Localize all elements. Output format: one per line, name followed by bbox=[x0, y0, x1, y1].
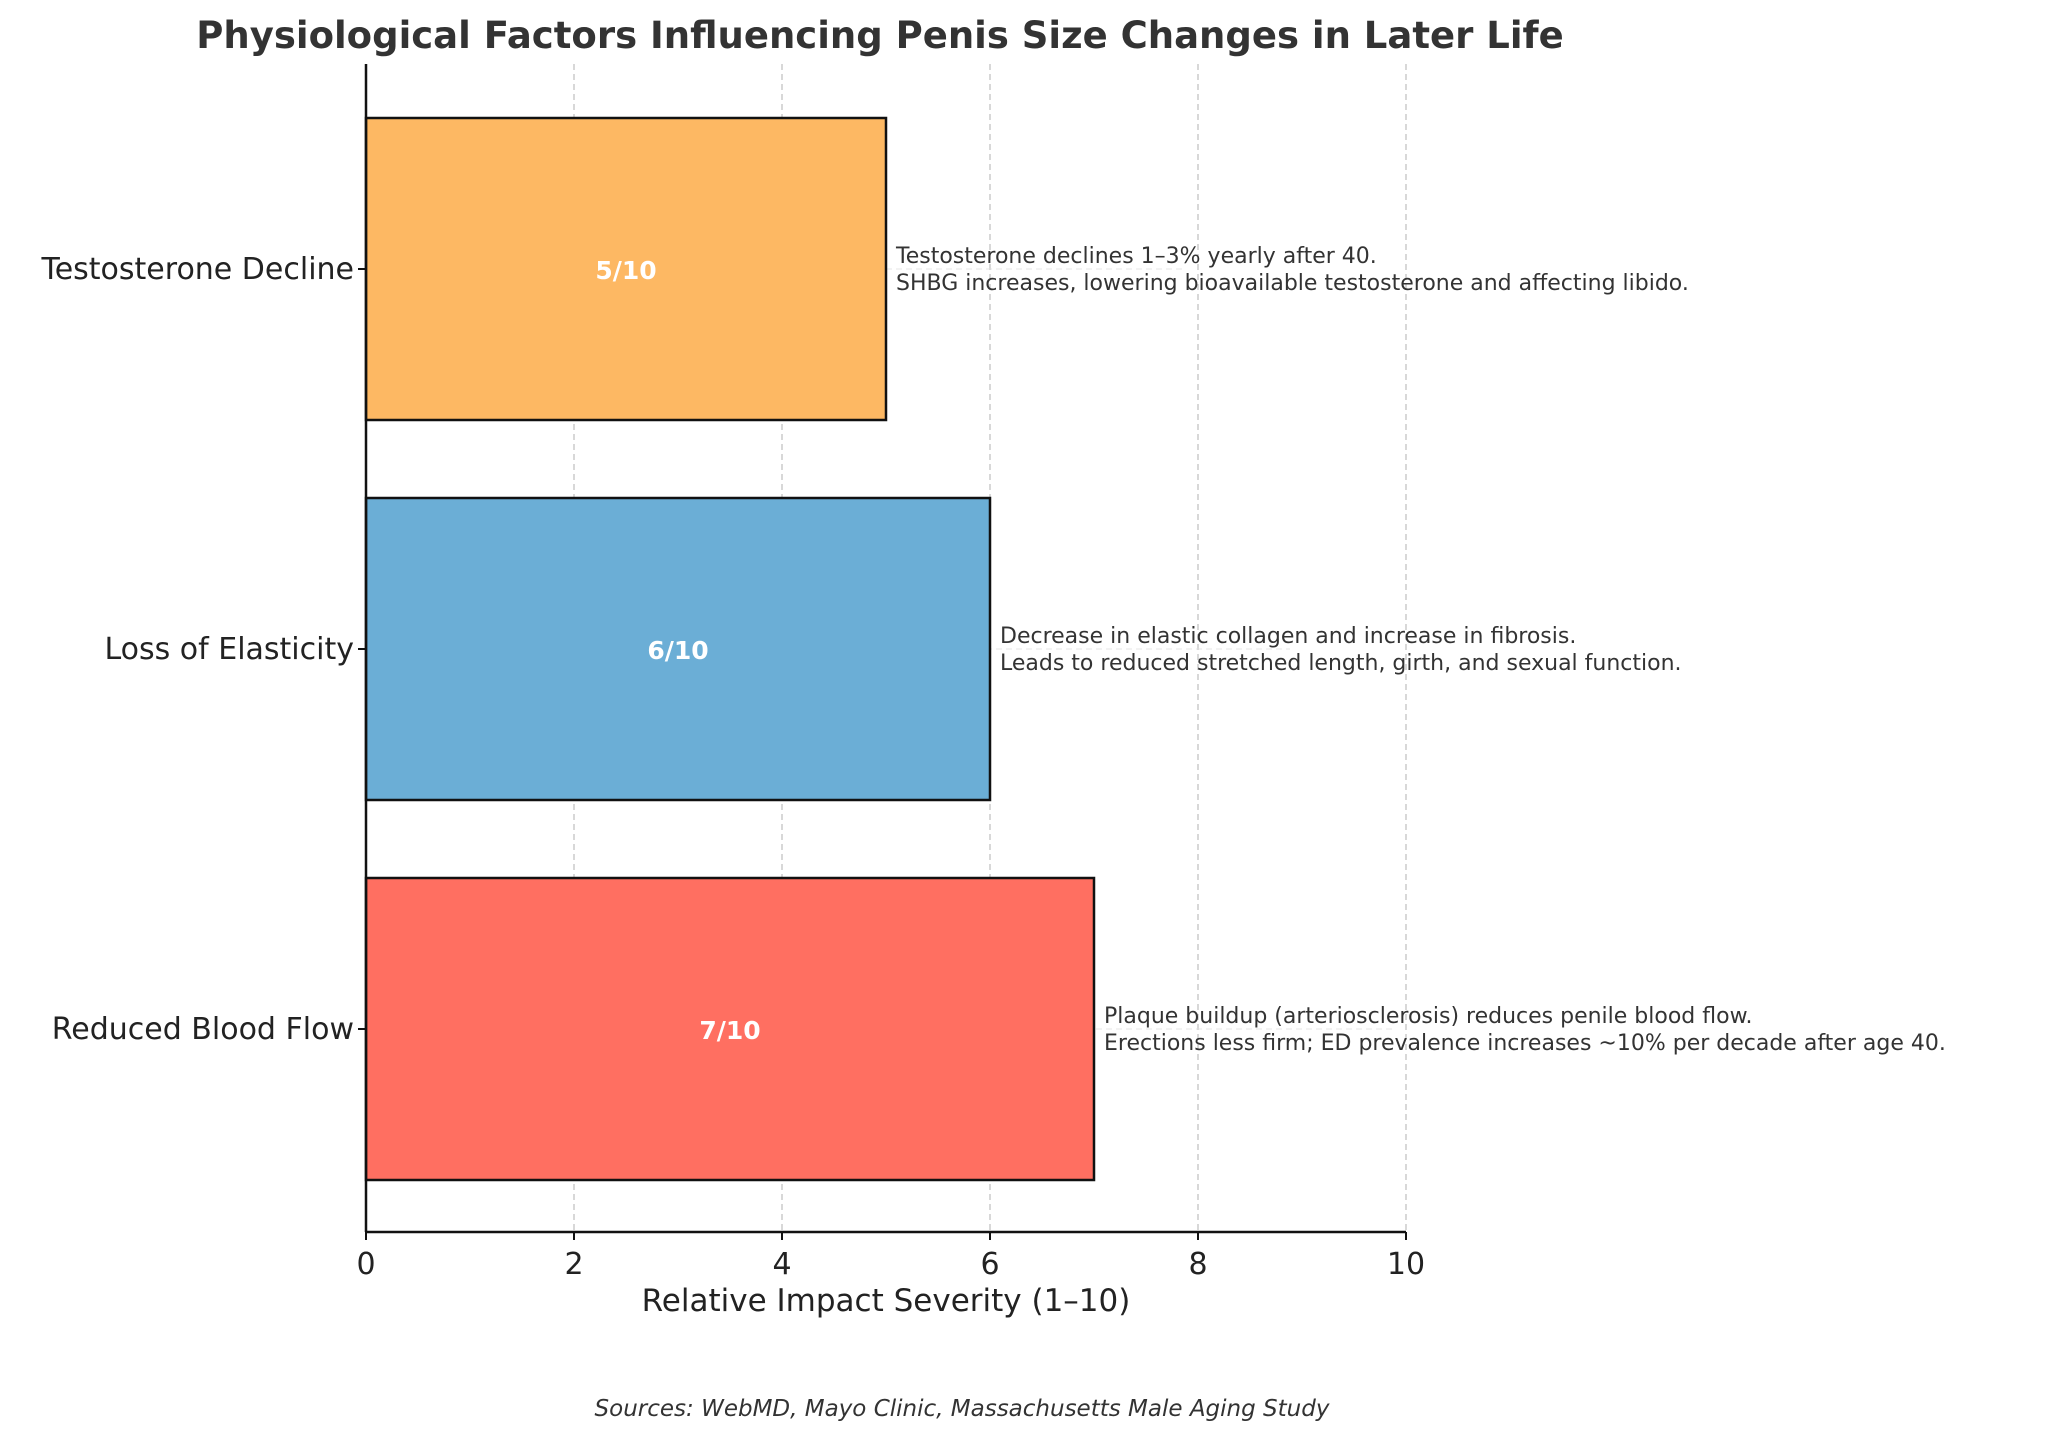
x-tick-label: 6 bbox=[980, 1247, 999, 1282]
bar-value-label: 6/10 bbox=[647, 636, 708, 665]
x-tick-label: 4 bbox=[772, 1247, 791, 1282]
bar-annotation: Erections less firm; ED prevalence incre… bbox=[1104, 1031, 1946, 1056]
bar-annotation: Leads to reduced stretched length, girth… bbox=[1000, 651, 1682, 676]
bars: 7/10 Plaque buildup (arteriosclerosis) re… bbox=[364, 116, 1946, 1182]
x-tick-label: 10 bbox=[1387, 1247, 1425, 1282]
y-tick-label: Loss of Elasticity bbox=[104, 632, 354, 667]
x-tick-label: 8 bbox=[1188, 1247, 1207, 1282]
bar bbox=[364, 116, 888, 422]
y-tick-label: Testosterone Decline bbox=[40, 252, 354, 287]
bar-annotation: SHBG increases, lowering bioavailable te… bbox=[896, 271, 1689, 296]
chart-title: Physiological Factors Influencing Penis … bbox=[196, 14, 1563, 57]
x-tick-label: 0 bbox=[356, 1247, 375, 1282]
bar-annotation: Decrease in elastic collagen and increas… bbox=[1000, 624, 1576, 649]
y-tick-label: Reduced Blood Flow bbox=[52, 1012, 354, 1047]
bar-value-label: 5/10 bbox=[595, 256, 656, 285]
bar-annotation: Plaque buildup (arteriosclerosis) reduce… bbox=[1104, 1004, 1753, 1029]
x-tick-label: 2 bbox=[564, 1247, 583, 1282]
bar bbox=[364, 496, 992, 802]
x-axis-label: Relative Impact Severity (1–10) bbox=[642, 1283, 1131, 1319]
bar-annotation: Testosterone declines 1–3% yearly after … bbox=[895, 244, 1377, 269]
sources-footnote: Sources: WebMD, Mayo Clinic, Massachuset… bbox=[595, 1396, 1330, 1422]
axes: Reduced Blood Flow Loss of Elasticity Test… bbox=[40, 64, 1425, 1282]
bar bbox=[364, 876, 1096, 1182]
bar-value-label: 7/10 bbox=[699, 1016, 760, 1045]
